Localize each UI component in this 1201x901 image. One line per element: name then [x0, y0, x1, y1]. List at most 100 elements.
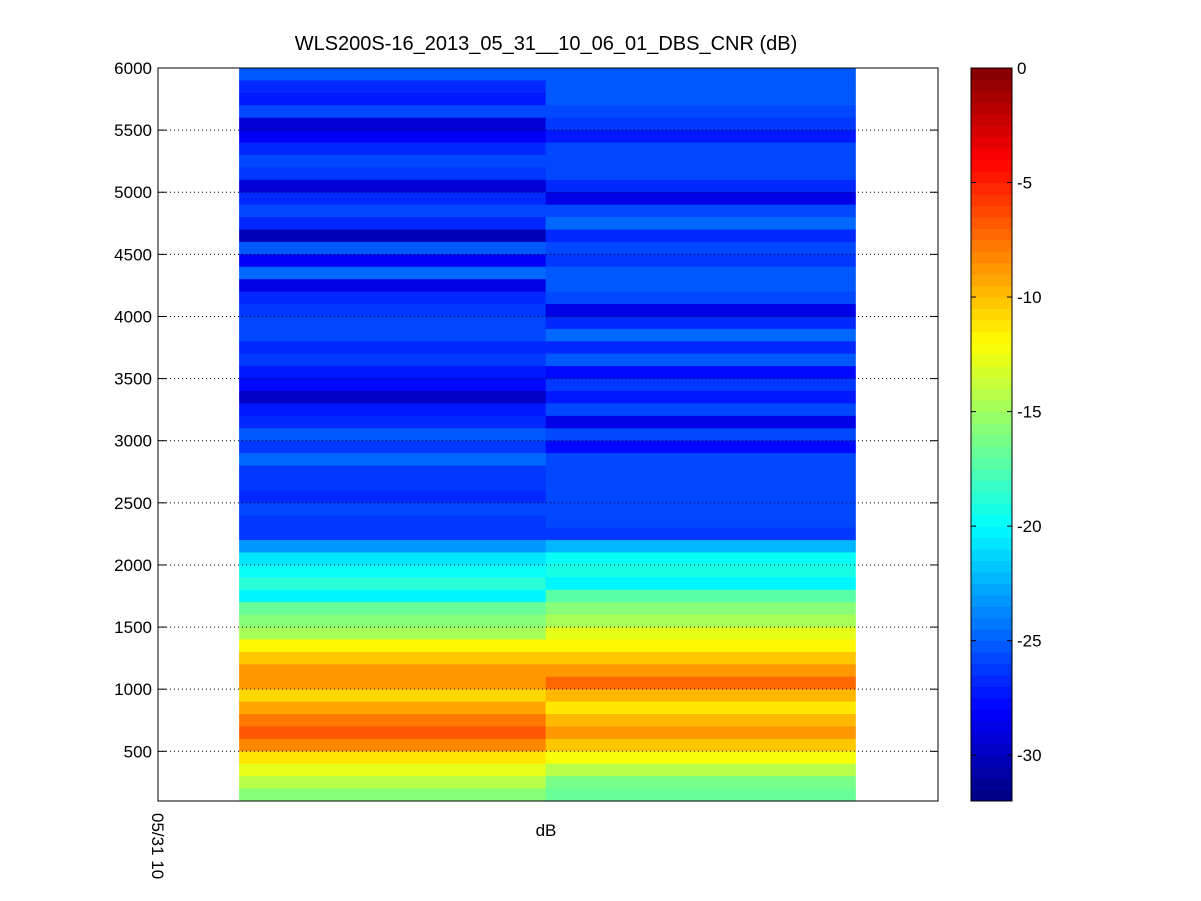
heat-cell: [545, 664, 856, 678]
x-tick-label: 05/31 10: [148, 813, 167, 879]
heat-cell: [239, 167, 547, 181]
y-tick-label: 2000: [114, 556, 152, 575]
heat-cell: [545, 391, 856, 404]
heat-cell: [545, 80, 856, 94]
heat-cell: [545, 92, 856, 106]
heat-cell: [545, 776, 856, 790]
colorbar-swatch: [971, 68, 1012, 80]
colorbar-swatch: [971, 102, 1012, 115]
heat-cell: [239, 589, 547, 603]
heat-cell: [545, 714, 856, 727]
colorbar-swatch: [971, 755, 1012, 768]
y-tick-label: 6000: [114, 59, 152, 78]
heat-cell: [545, 701, 856, 715]
colorbar-swatch: [971, 617, 1012, 630]
y-tick-label: 1000: [114, 680, 152, 699]
colorbar-swatch: [971, 262, 1012, 275]
heat-cell: [239, 477, 547, 491]
heat-cell: [239, 279, 547, 293]
heat-cell: [545, 68, 856, 81]
heat-cell: [239, 540, 547, 554]
heat-cell: [239, 378, 547, 392]
heat-cell: [545, 328, 856, 342]
heat-cell: [239, 415, 547, 429]
heat-cell: [545, 676, 856, 690]
heat-cell: [239, 465, 547, 479]
heat-cell: [239, 564, 547, 578]
colorbar-swatch: [971, 319, 1012, 332]
heat-cell: [545, 589, 856, 603]
colorbar-swatch: [971, 491, 1012, 504]
heat-cell: [545, 540, 856, 554]
heat-cell: [239, 726, 547, 740]
colorbar-swatch: [971, 743, 1012, 756]
colorbar-tick-label: -10: [1017, 288, 1042, 307]
colorbar-swatch: [971, 308, 1012, 321]
colorbar-swatch: [971, 159, 1012, 172]
heat-cell: [239, 776, 547, 790]
heat-cell: [239, 154, 547, 168]
heat-cell: [239, 602, 547, 616]
colorbar-swatch: [971, 480, 1012, 493]
colorbar-frame: [970, 67, 1013, 802]
heat-cell: [545, 726, 856, 740]
heat-cell: [239, 676, 547, 690]
heat-cell: [239, 453, 547, 467]
chart-title: WLS200S-16_2013_05_31__10_06_01_DBS_CNR …: [295, 33, 798, 55]
colorbar-swatch: [971, 571, 1012, 584]
heat-cell: [239, 552, 547, 566]
heat-cell: [545, 415, 856, 429]
heat-cell: [239, 788, 547, 801]
heat-cell: [239, 68, 547, 81]
colorbar-swatch: [971, 663, 1012, 676]
heat-cell: [545, 154, 856, 168]
heat-cell: [545, 763, 856, 777]
heat-cell: [239, 204, 547, 218]
colorbar-swatch: [971, 400, 1012, 413]
colorbar-swatch: [971, 675, 1012, 687]
colorbar-swatch: [971, 205, 1012, 218]
colorbar-swatch: [971, 148, 1012, 161]
colorbar-swatch: [971, 411, 1012, 424]
heat-cell: [239, 714, 547, 727]
colorbar-swatch: [971, 216, 1012, 229]
heat-cell: [239, 664, 547, 678]
colorbar-swatch: [971, 549, 1012, 561]
heat-cell: [239, 328, 547, 342]
colorbar-tick-label: -25: [1017, 632, 1042, 651]
y-tick-label: 500: [124, 742, 152, 761]
colorbar-tick-label: 0: [1017, 59, 1026, 78]
colorbar-swatch: [971, 274, 1012, 287]
heat-cell: [239, 142, 547, 156]
heat-cell: [239, 627, 547, 640]
colorbar-swatch: [971, 125, 1012, 138]
heat-cell: [239, 515, 547, 529]
heat-cell: [239, 105, 547, 119]
y-tick-label: 3000: [114, 432, 152, 451]
heat-cell: [239, 651, 547, 665]
heat-cell: [545, 440, 856, 454]
axes-frame: [157, 67, 939, 802]
heat-cell: [545, 179, 856, 193]
colorbar-swatch: [971, 468, 1012, 481]
heat-cell: [545, 465, 856, 479]
colorbar-swatch: [971, 434, 1012, 447]
colorbar-swatch: [971, 136, 1012, 149]
heat-cell: [239, 689, 547, 703]
heat-cell: [545, 403, 856, 417]
heat-cell: [239, 217, 547, 231]
heat-cell: [239, 527, 547, 541]
heat-cell: [239, 403, 547, 417]
heat-cell: [545, 602, 856, 616]
heat-cell: [239, 241, 547, 255]
colorbar-swatch: [971, 594, 1012, 607]
heat-cell: [545, 291, 856, 305]
heat-cell: [239, 341, 547, 355]
heat-cell: [545, 192, 856, 206]
heat-cell: [239, 92, 547, 106]
heat-cell: [545, 502, 856, 516]
colorbar-swatch: [971, 629, 1012, 642]
heat-cell: [545, 552, 856, 566]
heat-cell: [545, 341, 856, 355]
